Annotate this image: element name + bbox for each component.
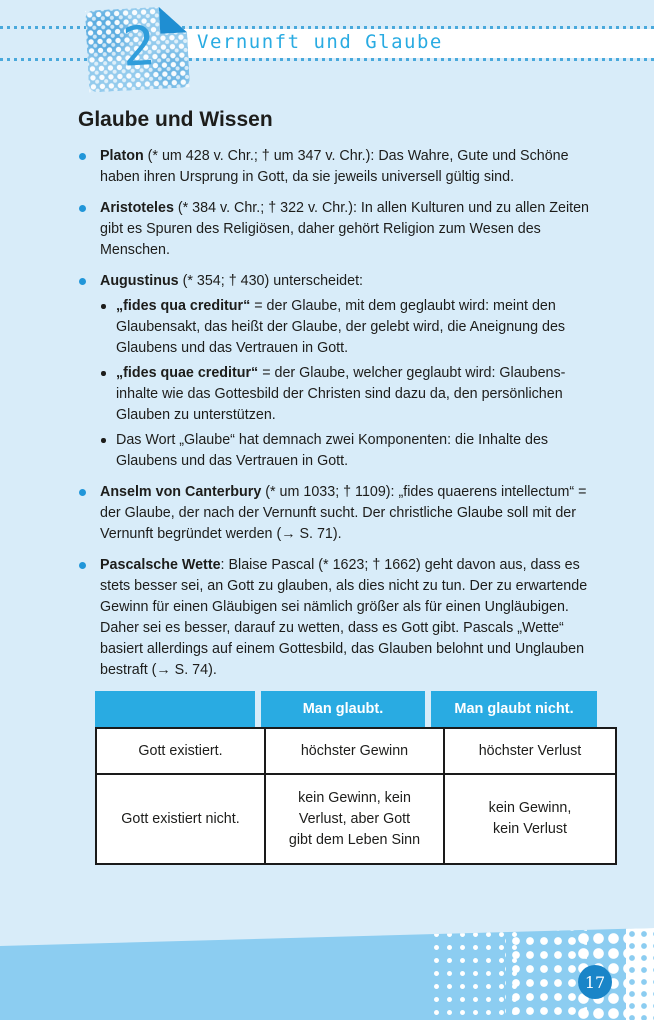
table-cell: höchster Gewinn [264,727,445,775]
halftone-dots-inverse-icon [626,928,654,1020]
bullet-icon [101,371,106,376]
table-row: Gott existiert. höchster Gewinn höchster V… [95,727,617,775]
bullet-icon [79,278,86,285]
footer-band [0,928,654,1020]
page-number-badge: 17 [578,965,612,999]
list-item: Platon (* um 428 v. Chr.; † um 347 v. Ch… [78,146,592,188]
table-cell: kein Gewinn, kein Verlust [443,773,617,865]
term-label: „fides qua creditur“ [116,298,251,314]
term-label: Anselm von Canterbury [100,484,262,500]
dotted-rule-bottom [0,58,654,61]
halftone-dots-small-icon [430,928,518,1020]
topic-list: Platon (* um 428 v. Chr.; † um 347 v. Ch… [78,146,592,681]
content-area: Glaube und Wissen Platon (* um 428 v. Ch… [78,108,617,865]
term-label: „fides quae creditur“ [116,365,259,381]
term-label: Platon [100,148,144,164]
term-label: Pascalsche Wette [100,557,221,573]
table-cell: höchster Verlust [443,727,617,775]
halftone-dots-medium-icon [505,928,587,1020]
chapter-number: 2 [120,14,157,79]
pascal-wager-table: Man glaubt. Man glaubt nicht. Gott existi… [95,691,617,865]
sub-list-item: „fides quae creditur“ = der Glaube, welc… [100,363,592,426]
list-item: Aristoteles (* 384 v. Chr.; † 322 v. Chr… [78,198,592,261]
sub-list: „fides qua creditur“ = der Glaube, mit d… [100,296,592,472]
term-label: Augustinus [100,273,179,289]
bullet-icon [101,304,106,309]
list-item: Anselm von Canterbury (* um 1033; † 1109… [78,482,592,545]
list-item: Pascalsche Wette: Blaise Pascal (* 1623;… [78,555,592,681]
table-body: Gott existiert. höchster Gewinn höchster V… [95,727,617,865]
table-header-cell [95,691,255,727]
bullet-icon [79,153,86,160]
bullet-icon [79,562,86,569]
chapter-badge: 2 [85,5,190,92]
chapter-title: Vernunft und Glaube [197,31,443,53]
bullet-icon [79,489,86,496]
page-number: 17 [584,972,606,992]
term-label: Aristoteles [100,200,174,216]
page-fold-icon [159,5,187,33]
table-cell: Gott existiert. [95,727,266,775]
table-header-cell: Man glaubt nicht. [431,691,597,727]
sub-list-item: „fides qua creditur“ = der Glaube, mit d… [100,296,592,359]
table-header-cell: Man glaubt. [261,691,425,727]
dotted-rule-top [0,26,654,29]
bullet-icon [101,438,106,443]
table-header-row: Man glaubt. Man glaubt nicht. [95,691,597,727]
list-item: Augustinus (* 354; † 430) unterscheidet:… [78,271,592,472]
table-row: Gott existiert nicht. kein Gewinn, kein V… [95,773,617,865]
title-band [148,29,654,58]
section-heading: Glaube und Wissen [78,108,273,131]
table-cell: Gott existiert nicht. [95,773,266,865]
table-cell: kein Gewinn, kein Verlust, aber Gott gib… [264,773,445,865]
sub-list-item: Das Wort „Glaube“ hat demnach zwei Kompo… [100,430,592,472]
bullet-icon [79,205,86,212]
